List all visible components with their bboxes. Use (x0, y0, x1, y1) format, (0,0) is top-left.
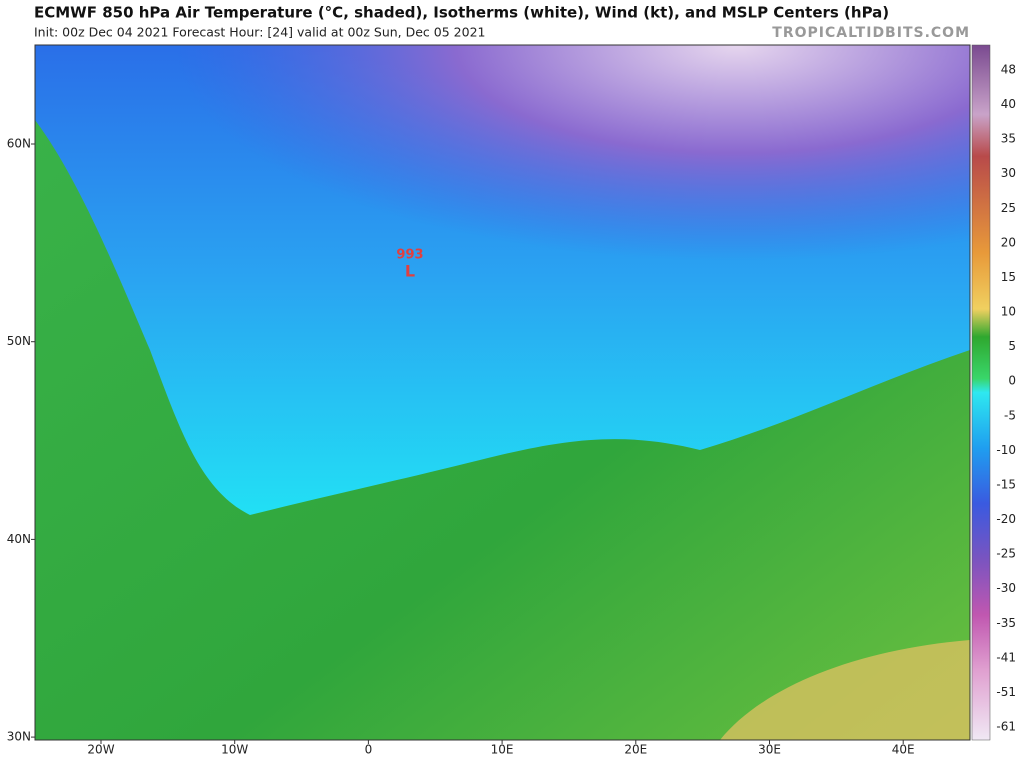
colorbar-label: -51 (996, 685, 1016, 699)
colorbar (971, 44, 991, 741)
colorbar-label: -15 (996, 477, 1016, 491)
colorbar-label: 0 (1008, 374, 1016, 388)
colorbar-label: -20 (996, 512, 1016, 526)
colorbar-label: 48 (1001, 63, 1016, 77)
lon-label: 20W (87, 743, 114, 757)
lon-label: 10E (491, 743, 514, 757)
colorbar-label: 25 (1001, 201, 1016, 215)
colorbar-label: -41 (996, 650, 1016, 664)
colorbar-label: -61 (996, 720, 1016, 734)
colorbar-label: 40 (1001, 97, 1016, 111)
lat-label: 30N (7, 730, 31, 744)
colorbar-label: 5 (1008, 339, 1016, 353)
lon-label: 10W (221, 743, 248, 757)
colorbar-label: -5 (1004, 408, 1016, 422)
lat-label: 50N (7, 334, 31, 348)
brand: TROPICALTIDBITS.COM (772, 25, 970, 41)
map (34, 44, 971, 741)
colorbar-label: 30 (1001, 166, 1016, 180)
subtitle: Init: 00z Dec 04 2021 Forecast Hour: [24… (34, 25, 485, 40)
colorbar-label: 35 (1001, 132, 1016, 146)
colorbar-label: -30 (996, 581, 1016, 595)
warm-region (720, 640, 970, 740)
pressure-value: 993 (396, 248, 423, 263)
lon-label: 0 (365, 743, 373, 757)
lon-label: 30E (758, 743, 781, 757)
colorbar-label: -35 (996, 616, 1016, 630)
title: ECMWF 850 hPa Air Temperature (°C, shade… (34, 4, 889, 22)
lat-label: 40N (7, 532, 31, 546)
lon-label: 40E (892, 743, 915, 757)
colorbar-label: -10 (996, 443, 1016, 457)
very-cold-region (35, 45, 970, 405)
lon-label: 20E (624, 743, 647, 757)
colorbar-label: 10 (1001, 305, 1016, 319)
lat-label: 60N (7, 137, 31, 151)
colorbar-label: 15 (1001, 270, 1016, 284)
colorbar-label: 20 (1001, 235, 1016, 249)
colorbar-label: -25 (996, 547, 1016, 561)
pressure-symbol: L (405, 262, 415, 281)
